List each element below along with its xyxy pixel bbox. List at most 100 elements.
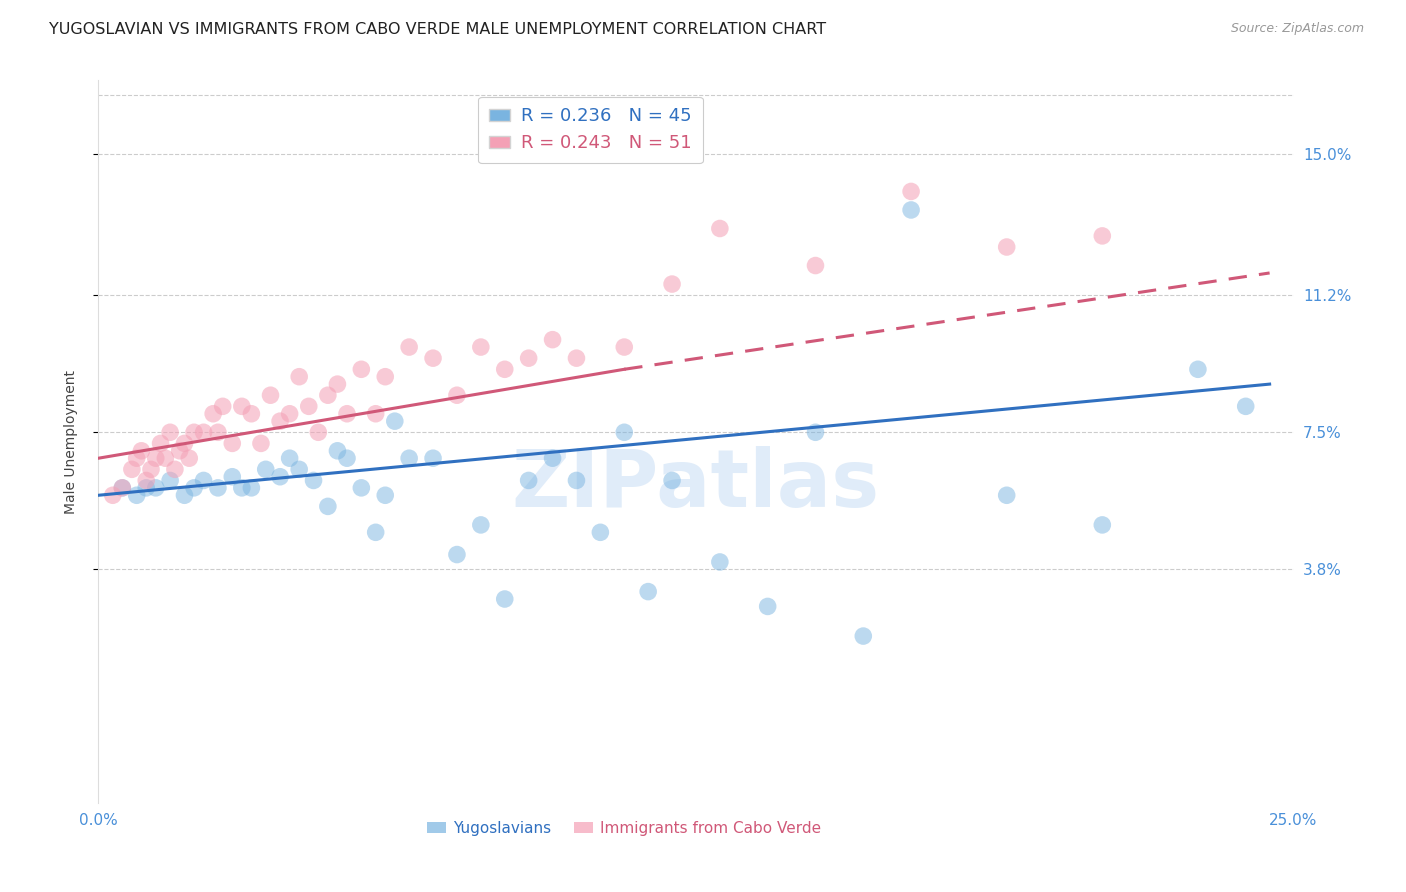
Point [149,436,172,450]
Y-axis label: Male Unemployment: Male Unemployment [63,369,77,514]
Point [254,462,277,476]
Point [804,425,827,440]
Point [995,488,1018,502]
Point [211,400,233,414]
Point [374,369,396,384]
Point [350,481,373,495]
Point [494,592,516,607]
Point [541,333,564,347]
Point [202,407,225,421]
Point [240,481,263,495]
Text: YUGOSLAVIAN VS IMMIGRANTS FROM CABO VERDE MALE UNEMPLOYMENT CORRELATION CHART: YUGOSLAVIAN VS IMMIGRANTS FROM CABO VERD… [49,22,827,37]
Point [446,548,468,562]
Point [288,369,311,384]
Point [422,451,444,466]
Point [111,481,134,495]
Point [316,500,339,514]
Point [207,481,229,495]
Point [336,407,359,421]
Point [259,388,281,402]
Point [193,474,215,488]
Point [193,425,215,440]
Point [101,488,124,502]
Point [637,584,659,599]
Point [163,462,186,476]
Point [565,474,588,488]
Point [541,451,564,466]
Point [288,462,311,476]
Point [240,407,263,421]
Point [269,469,291,483]
Point [1187,362,1209,376]
Point [135,481,157,495]
Point [613,340,636,354]
Point [231,481,253,495]
Point [125,451,148,466]
Point [159,474,181,488]
Point [364,525,387,540]
Point [125,488,148,502]
Point [756,599,779,614]
Point [179,451,201,466]
Point [183,481,205,495]
Point [139,462,162,476]
Legend: Yugoslavians, Immigrants from Cabo Verde: Yugoslavians, Immigrants from Cabo Verde [422,815,827,842]
Point [326,377,349,392]
Point [364,407,387,421]
Point [852,629,875,643]
Point [900,202,922,217]
Point [278,407,301,421]
Point [709,221,731,235]
Point [121,462,143,476]
Point [350,362,373,376]
Point [398,340,420,354]
Point [804,259,827,273]
Point [155,451,177,466]
Point [183,425,205,440]
Point [316,388,339,402]
Point [278,451,301,466]
Point [661,474,683,488]
Point [159,425,181,440]
Point [302,474,325,488]
Text: Source: ZipAtlas.com: Source: ZipAtlas.com [1230,22,1364,36]
Point [565,351,588,366]
Point [111,481,134,495]
Point [131,443,153,458]
Point [145,481,167,495]
Point [336,451,359,466]
Point [1091,228,1114,243]
Point [589,525,612,540]
Point [446,388,468,402]
Point [221,469,243,483]
Point [135,474,157,488]
Point [326,443,349,458]
Point [709,555,731,569]
Point [298,400,321,414]
Point [1091,517,1114,532]
Point [374,488,396,502]
Point [231,400,253,414]
Point [661,277,683,291]
Point [517,351,540,366]
Point [470,340,492,354]
Point [398,451,420,466]
Point [995,240,1018,254]
Point [613,425,636,440]
Point [470,517,492,532]
Point [221,436,243,450]
Point [207,425,229,440]
Point [494,362,516,376]
Point [1234,400,1257,414]
Point [269,414,291,428]
Text: ZIPatlas: ZIPatlas [512,446,880,524]
Point [173,436,195,450]
Point [900,185,922,199]
Point [169,443,191,458]
Point [307,425,329,440]
Point [250,436,273,450]
Point [517,474,540,488]
Point [173,488,195,502]
Point [145,451,167,466]
Point [384,414,406,428]
